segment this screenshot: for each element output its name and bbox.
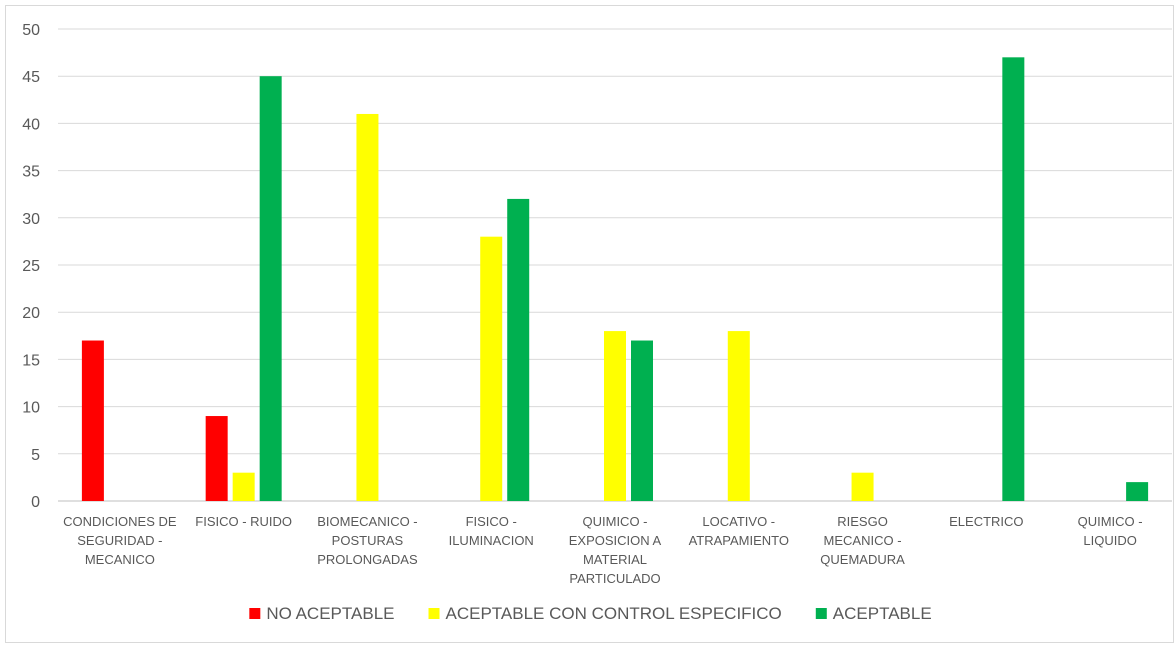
y-tick-label: 15 — [22, 352, 40, 369]
x-category-label-line: QUIMICO - — [1078, 514, 1143, 529]
y-tick-label: 20 — [22, 305, 40, 322]
legend-swatch — [249, 608, 261, 619]
chart-area: 0 5 10 15 20 25 30 35 40 45 50 CONDICIONES DE SEGUR… — [5, 5, 1174, 643]
y-tick-label: 5 — [31, 447, 40, 464]
bar-aceptable-con-control-especifico-3 — [480, 236, 503, 501]
x-category-label: FISICO - ILUMINACION — [449, 514, 534, 548]
bar-aceptable-con-control-especifico-2 — [356, 113, 379, 502]
legend-item: NO ACEPTABLE — [249, 604, 395, 623]
bar-aceptable-con-control-especifico-6 — [851, 472, 874, 501]
legend-swatch — [428, 608, 440, 619]
y-axis-ticks: 0 5 10 15 20 25 30 35 40 45 50 — [22, 22, 40, 511]
y-tick-label: 50 — [22, 22, 40, 39]
x-category-label: ELECTRICO — [949, 514, 1023, 529]
x-category-label-line: PARTICULADO — [569, 571, 660, 586]
x-category-label: BIOMECANICO - POSTURAS PROLONGADAS — [317, 514, 418, 567]
y-tick-label: 45 — [22, 69, 40, 86]
y-tick-label: 25 — [22, 258, 40, 275]
bar-aceptable-7 — [1002, 57, 1025, 501]
x-category-label: CONDICIONES DE SEGURIDAD - MECANICO — [63, 514, 177, 567]
y-tick-label: 40 — [22, 116, 40, 133]
y-tick-label: 30 — [22, 211, 40, 228]
x-category-label-line: RIESGO — [837, 514, 888, 529]
x-category-label-line: ILUMINACION — [449, 533, 534, 548]
x-category-label-line: ELECTRICO — [949, 514, 1023, 529]
x-category-label-line: ATRAPAMIENTO — [689, 533, 789, 548]
legend-label: ACEPTABLE — [833, 604, 932, 623]
bar-aceptable-con-control-especifico-4 — [604, 331, 626, 501]
x-category-label: FISICO - RUIDO — [195, 514, 292, 529]
x-category-label-line: QUIMICO - — [583, 514, 648, 529]
bar-aceptable-8 — [1126, 482, 1149, 501]
y-tick-label: 35 — [22, 164, 40, 181]
gridlines — [58, 28, 1172, 502]
x-category-label-line: SEGURIDAD - — [77, 533, 162, 548]
x-category-label: RIESGO MECANICO - QUEMADURA — [820, 514, 905, 567]
x-category-label-line: EXPOSICION A — [569, 533, 662, 548]
bar-aceptable-1 — [259, 76, 282, 501]
bar-aceptable-4 — [631, 340, 653, 501]
x-category-label-line: LIQUIDO — [1083, 533, 1136, 548]
legend-swatch — [815, 608, 827, 619]
x-category-label-line: CONDICIONES DE — [63, 514, 177, 529]
x-category-label: QUIMICO - EXPOSICION A MATERIAL PARTICULADO — [569, 514, 662, 586]
x-category-label-line: POSTURAS — [332, 533, 404, 548]
bars — [81, 57, 1149, 502]
legend: NO ACEPTABLE ACEPTABLE CON CONTROL ESPECI… — [249, 604, 932, 623]
bar-aceptable-con-control-especifico-1 — [232, 472, 255, 501]
legend-item: ACEPTABLE — [815, 604, 932, 623]
x-category-label-line: LOCATIVO - — [702, 514, 775, 529]
x-axis-categories: CONDICIONES DE SEGURIDAD - MECANICO FISICO … — [63, 514, 1142, 586]
x-category-label-line: MECANICO - — [824, 533, 902, 548]
bar-aceptable-con-control-especifico-5 — [727, 331, 750, 501]
x-category-label: QUIMICO - LIQUIDO — [1078, 514, 1143, 548]
x-category-label-line: FISICO - — [466, 514, 517, 529]
legend-label: NO ACEPTABLE — [266, 604, 394, 623]
legend-item: ACEPTABLE CON CONTROL ESPECIFICO — [428, 604, 782, 623]
x-category-label-line: QUEMADURA — [820, 552, 905, 567]
x-category-label-line: MATERIAL — [583, 552, 647, 567]
y-tick-label: 0 — [31, 494, 40, 511]
x-category-label-line: BIOMECANICO - — [317, 514, 417, 529]
y-tick-label: 10 — [22, 400, 40, 417]
bar-chart: 0 5 10 15 20 25 30 35 40 45 50 CONDICIONES DE SEGUR… — [22, 22, 1172, 623]
x-category-label: LOCATIVO - ATRAPAMIENTO — [689, 514, 789, 548]
bar-no-aceptable-1 — [205, 416, 228, 501]
x-category-label-line: MECANICO — [85, 552, 155, 567]
x-category-label-line: FISICO - RUIDO — [195, 514, 292, 529]
x-category-label-line: PROLONGADAS — [317, 552, 418, 567]
bar-no-aceptable-0 — [81, 340, 104, 501]
legend-label: ACEPTABLE CON CONTROL ESPECIFICO — [446, 604, 782, 623]
bar-aceptable-3 — [507, 198, 530, 502]
